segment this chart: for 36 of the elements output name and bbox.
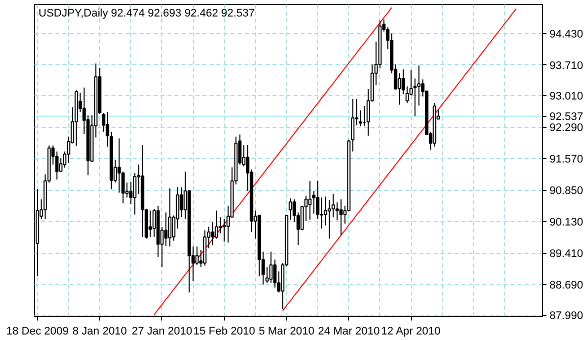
- line-series: [282, 8, 517, 312]
- candlestick: [222, 218, 226, 242]
- y-tick-label: 93.010: [550, 90, 584, 103]
- candlestick: [339, 198, 343, 236]
- x-tick-label: 24 Mar 2010: [318, 326, 380, 338]
- x-tick-label: 18 Dec 2009: [6, 326, 69, 338]
- x-tick-label: 15 Feb 2010: [193, 326, 256, 338]
- y-tick-label: 91.570: [550, 154, 584, 166]
- candlestick: [214, 210, 218, 240]
- y-tick-label: 93.710: [550, 60, 584, 72]
- candlestick: [218, 216, 222, 234]
- candlestick: [164, 212, 168, 247]
- chart-title: USDJPY,Daily 92.474 92.693 92.462 92.537: [38, 8, 255, 20]
- x-tick-label: 12 Apr 2010: [381, 326, 440, 338]
- candlestick: [195, 246, 199, 266]
- x-tick-label: 27 Jan 2010: [132, 326, 192, 338]
- candlestick: [328, 200, 332, 240]
- y-tick-label: 87.990: [550, 310, 584, 322]
- y-tick-label: 90.850: [550, 185, 584, 198]
- x-tick-label: 8 Jan 2010: [72, 326, 127, 338]
- y-tick-label: 89.410: [550, 248, 584, 260]
- candlestick: [269, 251, 273, 284]
- y-tick-label: 90.130: [550, 216, 584, 229]
- y-tick-label: 94.430: [550, 28, 584, 40]
- candlestick: [308, 180, 312, 220]
- candlestick: [324, 196, 328, 226]
- ref-line-label: 92.537: [550, 111, 584, 124]
- y-tick-label: 88.690: [550, 280, 584, 292]
- candlestick: [121, 171, 125, 204]
- candlestick: [320, 196, 324, 230]
- candlestick: [148, 210, 152, 238]
- candlestick: [210, 221, 214, 246]
- candlestick: [398, 72, 402, 106]
- y-tick-label: 92.290: [550, 122, 584, 134]
- x-tick-label: 5 Mar 2010: [258, 326, 314, 338]
- candlestick: [168, 188, 172, 247]
